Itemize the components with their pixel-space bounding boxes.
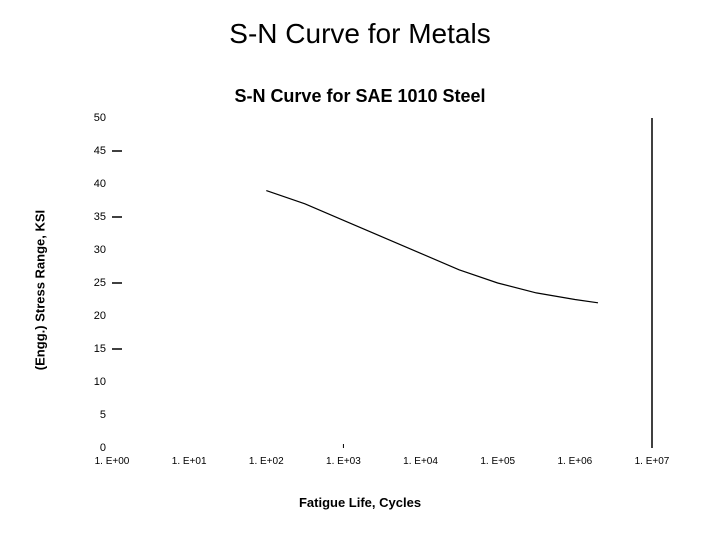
y-tick-label: 15	[76, 343, 106, 355]
y-tick-label: 50	[76, 112, 106, 124]
y-tick-label: 5	[76, 409, 106, 421]
y-tick-label: 30	[76, 244, 106, 256]
x-tick-label: 1. E+05	[480, 456, 515, 467]
x-tick-label: 1. E+03	[326, 456, 361, 467]
y-tick-label: 40	[76, 178, 106, 190]
x-tick-label: 1. E+00	[95, 456, 130, 467]
x-tick-label: 1. E+01	[172, 456, 207, 467]
x-tick-label: 1. E+06	[557, 456, 592, 467]
y-tick-label: 20	[76, 310, 106, 322]
y-tick-label: 35	[76, 211, 106, 223]
y-tick-label: 45	[76, 145, 106, 157]
y-tick-label: 10	[76, 376, 106, 388]
y-tick-label: 0	[76, 442, 106, 454]
y-tick-label: 25	[76, 277, 106, 289]
x-tick-label: 1. E+02	[249, 456, 284, 467]
x-tick-label: 1. E+04	[403, 456, 438, 467]
x-tick-label: 1. E+07	[635, 456, 670, 467]
